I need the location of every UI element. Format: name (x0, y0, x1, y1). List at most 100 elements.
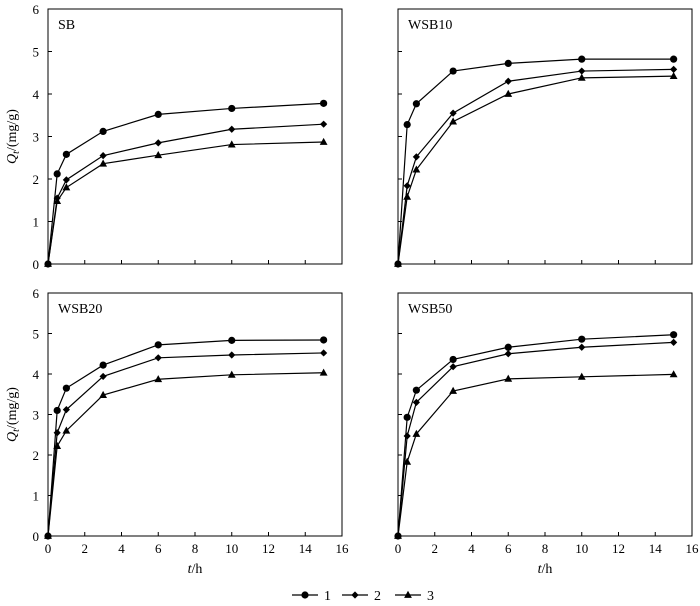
series-1-point (53, 406, 61, 415)
series-2-point (99, 152, 107, 160)
legend-label: 1 (324, 589, 331, 604)
series-2-point (320, 120, 328, 128)
series-2-point (228, 125, 236, 133)
series-2-point (412, 398, 420, 406)
y-tick-label: 4 (33, 367, 40, 382)
series-1-point (53, 170, 61, 178)
series-1-point (670, 331, 678, 339)
series-1-line (47, 339, 324, 537)
plot-frame (47, 292, 343, 537)
legend: 1 2 3 (292, 589, 434, 604)
series-3-point (394, 259, 402, 267)
y-tick-label: 2 (33, 172, 40, 187)
series-3-line (47, 141, 324, 265)
series-2-line (47, 123, 324, 265)
y-tick-label: 5 (33, 45, 40, 60)
series-1-point (449, 355, 457, 364)
x-axis-label: t/h (188, 562, 203, 577)
series-3-point (403, 192, 412, 200)
panel-label: WSB10 (408, 18, 452, 33)
series-2-point (504, 350, 512, 358)
series-3-point (62, 183, 71, 191)
series-3-point (99, 390, 108, 398)
series-2-point (99, 372, 107, 381)
series-2-point (578, 343, 586, 351)
series-3-point (669, 71, 678, 80)
series-2-point (504, 77, 512, 85)
series-2-point (228, 351, 236, 359)
x-tick-label: 4 (118, 541, 125, 556)
series-2-point (412, 153, 420, 161)
series-1-point (228, 336, 236, 344)
series-3-line (397, 75, 674, 265)
x-axis-label: t/h (538, 562, 553, 577)
series-3-line (47, 372, 324, 537)
y-tick-label: 0 (33, 529, 40, 544)
series-3-point (53, 441, 62, 449)
legend-label: 3 (427, 589, 434, 604)
series-1-point (504, 343, 512, 351)
y-tick-label: 0 (33, 257, 40, 272)
x-tick-label: 2 (432, 541, 439, 556)
series-3-point (53, 196, 62, 204)
y-tick-label: 5 (33, 327, 40, 342)
series-1-line (397, 58, 674, 265)
series-2-point (403, 432, 411, 440)
series-2-point (154, 354, 162, 362)
series-3-point (504, 89, 513, 97)
chart-panel: WSB10 (394, 8, 693, 268)
series-2-point (53, 429, 61, 437)
legend-label: 2 (374, 589, 381, 604)
panel-label: WSB50 (408, 302, 452, 317)
chart-panel: 0 2 4 6 8 10 12 14 16 WSB50 t/h (394, 292, 699, 577)
legend-marker (301, 591, 309, 599)
x-tick-label: 12 (262, 541, 275, 556)
series-3-point (62, 426, 71, 434)
x-tick-label: 4 (468, 541, 475, 556)
x-tick-label: 6 (155, 541, 162, 556)
series-1-point (320, 99, 328, 107)
series-1-point (578, 55, 586, 63)
series-3-point (577, 372, 586, 380)
x-tick-label: 10 (575, 541, 588, 556)
series-1-point (62, 150, 70, 158)
x-tick-label: 0 (395, 541, 402, 556)
series-2-point (62, 406, 70, 414)
x-tick-label: 14 (649, 541, 663, 556)
x-tick-label: 0 (45, 541, 52, 556)
legend-marker (351, 591, 359, 599)
series-3-point (44, 531, 52, 539)
x-tick-label: 12 (612, 541, 625, 556)
series-2-point (449, 109, 457, 117)
y-tick-label: 6 (33, 286, 40, 301)
x-tick-label: 8 (192, 541, 199, 556)
series-1-point (504, 59, 512, 67)
series-1-point (449, 67, 457, 75)
series-1-point (228, 104, 236, 113)
series-2-point (62, 176, 70, 184)
series-3-point (227, 140, 236, 148)
series-1-point (412, 100, 420, 108)
series-3-point (669, 370, 678, 378)
series-3-point (449, 386, 458, 394)
series-1-point (403, 121, 411, 129)
series-3-point (412, 165, 421, 173)
series-3-point (227, 370, 236, 378)
series-2-point (670, 338, 678, 347)
y-tick-label: 3 (33, 408, 40, 423)
y-tick-label: 1 (33, 215, 40, 230)
series-1-point (670, 55, 678, 63)
series-1-line (397, 334, 674, 537)
series-3-point (154, 151, 163, 159)
series-3-point (449, 117, 458, 125)
y-tick-label: 4 (33, 87, 40, 102)
x-tick-label: 16 (336, 541, 350, 556)
series-2-point (670, 65, 678, 73)
series-2-line (397, 68, 674, 265)
x-tick-label: 8 (542, 541, 549, 556)
series-3-point (504, 374, 513, 382)
series-3-point (577, 73, 586, 81)
series-1-point (154, 110, 162, 118)
